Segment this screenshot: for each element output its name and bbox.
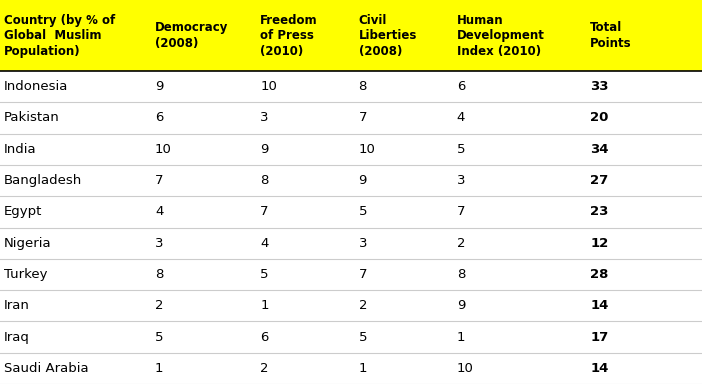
Text: 7: 7 bbox=[260, 205, 269, 218]
Text: 14: 14 bbox=[590, 362, 609, 375]
Text: Freedom
of Press
(2010): Freedom of Press (2010) bbox=[260, 13, 318, 58]
Text: 5: 5 bbox=[359, 205, 367, 218]
Bar bbox=[0, 71, 702, 102]
Bar bbox=[0, 196, 702, 227]
Text: Bangladesh: Bangladesh bbox=[4, 174, 82, 187]
Text: 27: 27 bbox=[590, 174, 609, 187]
Text: 1: 1 bbox=[457, 331, 465, 344]
Text: 5: 5 bbox=[155, 331, 164, 344]
Text: 7: 7 bbox=[359, 268, 367, 281]
Text: 5: 5 bbox=[260, 268, 269, 281]
Text: 2: 2 bbox=[359, 299, 367, 312]
Text: 1: 1 bbox=[260, 299, 269, 312]
Text: 8: 8 bbox=[260, 174, 269, 187]
Text: 20: 20 bbox=[590, 111, 609, 124]
Text: 9: 9 bbox=[155, 80, 164, 93]
Text: Iran: Iran bbox=[4, 299, 30, 312]
Text: 9: 9 bbox=[457, 299, 465, 312]
Text: 4: 4 bbox=[457, 111, 465, 124]
Text: 10: 10 bbox=[260, 80, 277, 93]
Text: 4: 4 bbox=[260, 237, 269, 250]
Text: 8: 8 bbox=[155, 268, 164, 281]
Text: Total
Points: Total Points bbox=[590, 21, 632, 50]
Text: 10: 10 bbox=[359, 143, 376, 156]
Text: Indonesia: Indonesia bbox=[4, 80, 68, 93]
Text: 1: 1 bbox=[155, 362, 164, 375]
Text: Civil
Liberties
(2008): Civil Liberties (2008) bbox=[359, 13, 417, 58]
Text: Iraq: Iraq bbox=[4, 331, 30, 344]
Text: 7: 7 bbox=[359, 111, 367, 124]
Text: 10: 10 bbox=[155, 143, 172, 156]
Text: 9: 9 bbox=[260, 143, 269, 156]
Text: 5: 5 bbox=[359, 331, 367, 344]
Bar bbox=[0, 290, 702, 321]
Text: 7: 7 bbox=[155, 174, 164, 187]
Text: 28: 28 bbox=[590, 268, 609, 281]
Text: Pakistan: Pakistan bbox=[4, 111, 60, 124]
Text: 4: 4 bbox=[155, 205, 164, 218]
Text: 2: 2 bbox=[457, 237, 465, 250]
Text: 14: 14 bbox=[590, 299, 609, 312]
Text: 33: 33 bbox=[590, 80, 609, 93]
Bar bbox=[0, 259, 702, 290]
Text: Saudi Arabia: Saudi Arabia bbox=[4, 362, 88, 375]
Text: Democracy
(2008): Democracy (2008) bbox=[155, 21, 228, 50]
Bar bbox=[0, 227, 702, 259]
Text: 2: 2 bbox=[155, 299, 164, 312]
Text: Country (by % of
Global  Muslim
Population): Country (by % of Global Muslim Populatio… bbox=[4, 13, 115, 58]
Text: 3: 3 bbox=[359, 237, 367, 250]
Text: 12: 12 bbox=[590, 237, 609, 250]
Text: 2: 2 bbox=[260, 362, 269, 375]
Text: Human
Development
Index (2010): Human Development Index (2010) bbox=[457, 13, 545, 58]
Text: 8: 8 bbox=[359, 80, 367, 93]
Text: Turkey: Turkey bbox=[4, 268, 48, 281]
Text: 3: 3 bbox=[260, 111, 269, 124]
Text: 23: 23 bbox=[590, 205, 609, 218]
Bar bbox=[0, 165, 702, 196]
Text: Nigeria: Nigeria bbox=[4, 237, 52, 250]
Bar bbox=[0, 134, 702, 165]
Text: 9: 9 bbox=[359, 174, 367, 187]
Text: 34: 34 bbox=[590, 143, 609, 156]
Text: 6: 6 bbox=[457, 80, 465, 93]
Bar bbox=[0, 103, 702, 134]
Text: India: India bbox=[4, 143, 37, 156]
Bar bbox=[0, 321, 702, 353]
Text: 7: 7 bbox=[457, 205, 465, 218]
Text: 3: 3 bbox=[155, 237, 164, 250]
Text: 6: 6 bbox=[260, 331, 269, 344]
Text: 6: 6 bbox=[155, 111, 164, 124]
Text: 3: 3 bbox=[457, 174, 465, 187]
Text: 17: 17 bbox=[590, 331, 609, 344]
Bar bbox=[0, 353, 702, 384]
Bar bbox=[0, 0, 702, 71]
Text: 5: 5 bbox=[457, 143, 465, 156]
Text: Egypt: Egypt bbox=[4, 205, 42, 218]
Text: 10: 10 bbox=[457, 362, 474, 375]
Text: 1: 1 bbox=[359, 362, 367, 375]
Text: 8: 8 bbox=[457, 268, 465, 281]
